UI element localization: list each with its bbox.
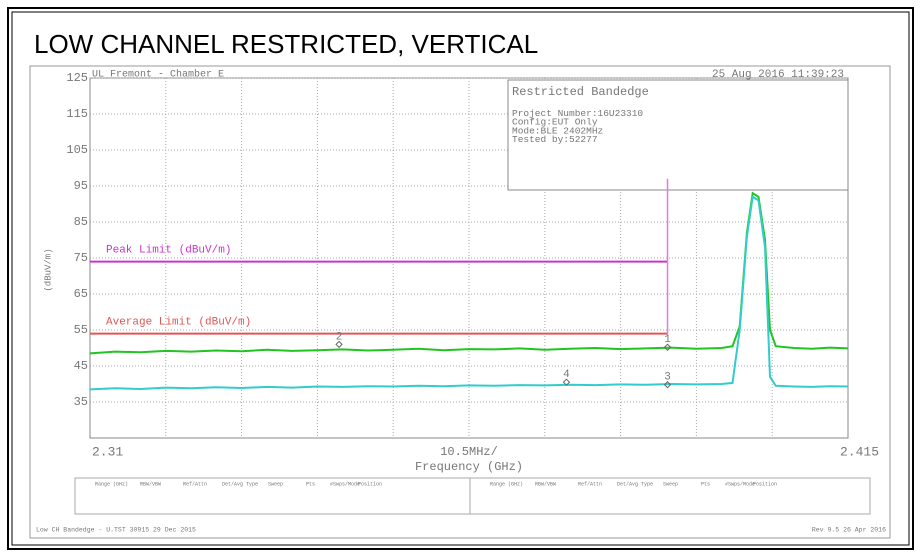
y-tick-label: 85: [74, 215, 88, 229]
table-header: Range (GHz): [490, 481, 523, 487]
info-line: Mode:BLE 2402MHz: [512, 125, 603, 136]
table-header: Ref/Attn: [183, 481, 207, 487]
y-tick-label: 65: [74, 287, 88, 301]
footer-left: Low CH Bandedge - U.TST 30915 29 Dec 201…: [36, 527, 196, 534]
inner-border: [11, 11, 910, 546]
y-tick-label: 55: [74, 323, 88, 337]
table-header: #Swps/Mode: [330, 481, 360, 487]
y-tick-label: 45: [74, 359, 88, 373]
y-tick-label: 105: [66, 143, 88, 157]
footer-right: Rev 9.5 26 Apr 2016: [812, 527, 886, 534]
marker-label: 3: [664, 372, 671, 384]
instrument-frame: [29, 65, 891, 539]
marker-label: 2: [336, 331, 343, 343]
info-line: Restricted Bandedge: [512, 85, 649, 99]
limit-label: Peak Limit (dBuV/m): [106, 245, 231, 257]
marker: [335, 340, 343, 349]
marker: [663, 381, 672, 389]
table-header: RBW/VBW: [140, 481, 161, 487]
x-tick-label: 2.31: [92, 444, 123, 459]
table-header: Ref/Attn: [578, 481, 602, 487]
y-tick-label: 125: [66, 71, 88, 85]
y-tick-label: 115: [66, 107, 88, 121]
marker-label: 1: [664, 334, 671, 346]
timestamp: 25 Aug 2016 11:39:23: [712, 69, 844, 81]
x-axis-label: Frequency (GHz): [415, 460, 523, 474]
table-header: Range (GHz): [95, 481, 128, 487]
info-line: Config:EUT Only: [512, 117, 598, 128]
info-line: Tested by:52277: [512, 134, 598, 145]
info-box: [507, 79, 849, 191]
table-header: Sweep: [663, 481, 678, 487]
y-tick-label: 75: [74, 251, 88, 265]
table-header: Position: [358, 481, 382, 487]
settings-table: [74, 477, 871, 515]
table-header: Pts: [701, 481, 710, 487]
y-axis-label: (dBuV/m): [43, 248, 53, 291]
page-title: LOW CHANNEL RESTRICTED, VERTICAL: [34, 29, 538, 59]
table-header: Det/Avg Type: [617, 481, 653, 487]
y-tick-label: 95: [74, 179, 88, 193]
y-tick-label: 35: [74, 395, 88, 409]
site-label: UL Fremont - Chamber E: [92, 69, 224, 81]
limit-label: Average Limit (dBuV/m): [106, 317, 251, 329]
table-header: Det/Avg Type: [222, 481, 258, 487]
marker: [663, 343, 672, 351]
table-header: Pts: [306, 481, 315, 487]
table-header: Position: [753, 481, 777, 487]
trace: [89, 195, 849, 391]
table-header: Sweep: [268, 481, 283, 487]
table-header: RBW/VBW: [535, 481, 556, 487]
marker: [562, 378, 571, 386]
marker-label: 4: [563, 369, 570, 381]
table-header: #Swps/Mode: [725, 481, 755, 487]
span-label: 10.5MHz/: [440, 445, 498, 459]
x-tick-label: 2.415: [840, 444, 879, 459]
info-line: Project Number:16U23310: [512, 108, 643, 119]
outer-border: [7, 7, 914, 550]
